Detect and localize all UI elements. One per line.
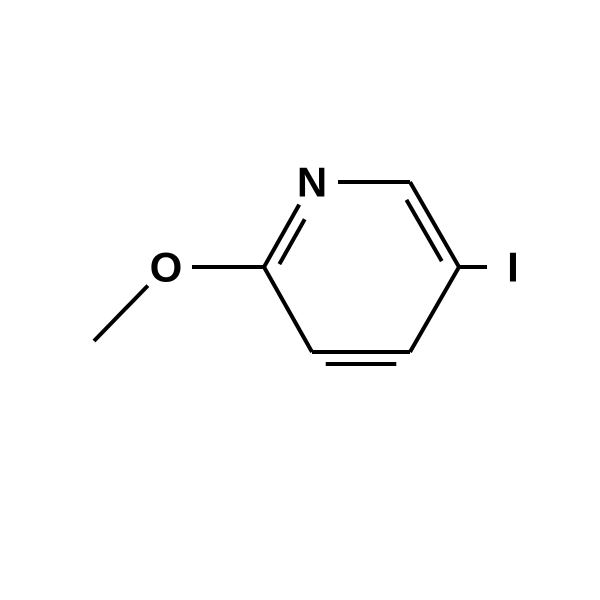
bond xyxy=(410,267,459,352)
bond xyxy=(94,286,148,341)
atom-label-i: I xyxy=(507,244,519,291)
molecule-diagram: O N I xyxy=(0,0,600,600)
atom-label-o: O xyxy=(150,244,183,291)
bond xyxy=(410,182,459,267)
atom-label-n: N xyxy=(297,159,327,206)
bond xyxy=(264,267,312,352)
bond xyxy=(279,219,304,264)
